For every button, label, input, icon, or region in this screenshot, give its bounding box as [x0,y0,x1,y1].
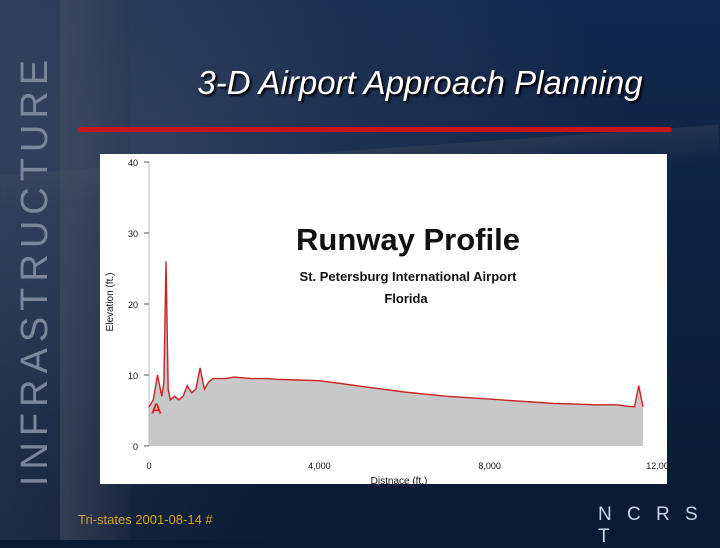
x-tick-label-3: 12,000 [646,461,667,471]
y-tick-label-4: 40 [128,158,138,168]
y-tick-label-2: 20 [128,300,138,310]
y-tick-label-0: 0 [133,442,138,452]
profile-area-0 [149,261,643,446]
x-tick-label-1: 4,000 [308,461,331,471]
profile-line-0 [148,261,644,408]
x-tick-label-0: 0 [146,461,151,471]
x-tick-label-2: 8,000 [478,461,501,471]
x-axis-label: Distnace (ft.) [371,476,428,484]
annotation-a: A [151,401,162,418]
footer-text: Tri-states 2001-08-14 # [78,512,213,527]
slide-title: 3-D Airport Approach Planning [197,64,643,101]
brand-text: N C R S T [598,504,703,547]
chart-title: Runway Profile [296,222,520,257]
y-tick-label-3: 30 [128,229,138,239]
title-underline [78,127,672,132]
side-watermark-text: INFRASTRUCTURE [14,53,56,487]
chart-subtitle-2: Florida [384,291,428,306]
chart-subtitle: St. Petersburg International Airport [300,269,518,284]
y-tick-label-1: 10 [128,371,138,381]
y-axis-label: Elevation (ft.) [105,273,116,332]
